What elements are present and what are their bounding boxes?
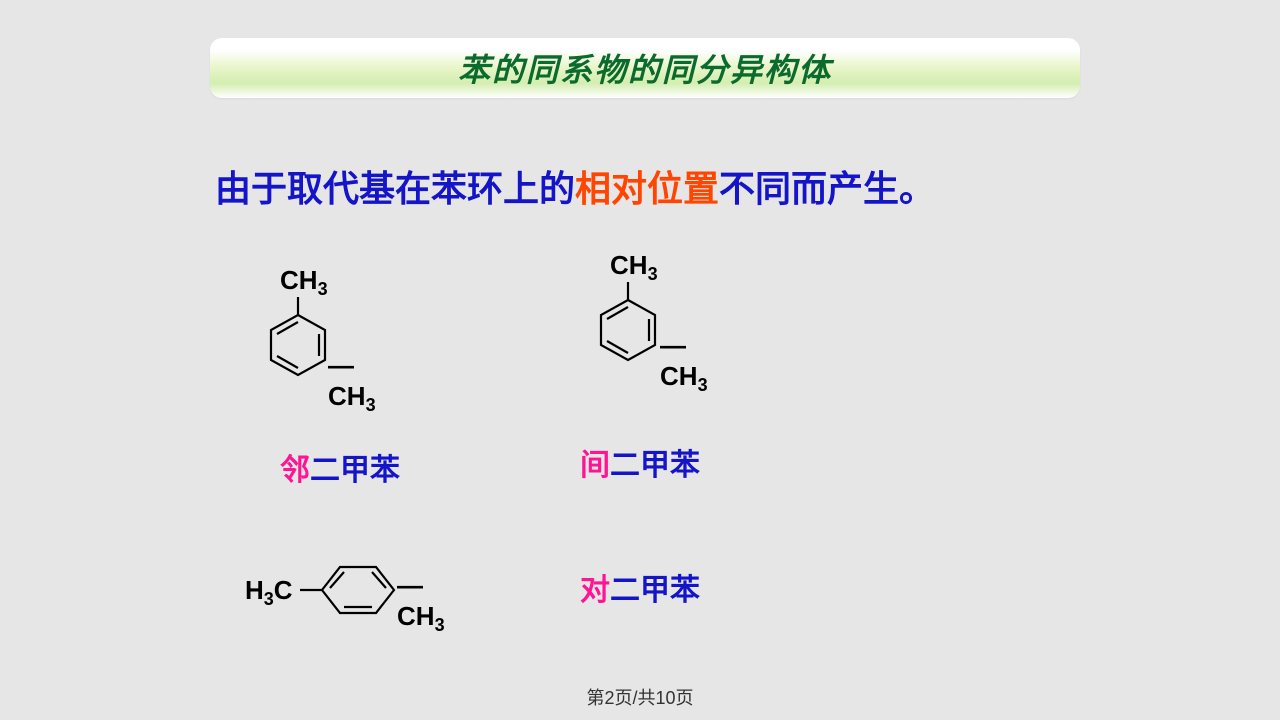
ch3-side-2: —CH3 (660, 330, 708, 396)
ch3-top-1: CH3 (280, 265, 328, 300)
ch3-right: —CH3 (397, 570, 445, 636)
subtitle-highlight: 相对位置 (575, 168, 719, 209)
name-para-prefix: 对 (580, 574, 610, 607)
benzene-ring-2 (580, 282, 670, 402)
ch3-top-2: CH3 (610, 250, 658, 285)
benzene-ring-1 (250, 297, 340, 417)
subtitle-pre: 由于取代基在苯环上的 (215, 168, 575, 209)
name-meta-prefix: 间 (580, 449, 610, 482)
ch3-side-1: —CH3 (328, 350, 376, 416)
title-banner: 苯的同系物的同分异构体 (210, 38, 1080, 98)
name-meta: 间二甲苯 (580, 440, 700, 484)
name-ortho-rest: 二甲苯 (310, 454, 400, 487)
name-ortho: 邻二甲苯 (280, 445, 400, 489)
subtitle: 由于取代基在苯环上的相对位置不同而产生。 (215, 160, 935, 212)
title-text: 苯的同系物的同分异构体 (458, 45, 832, 91)
name-para: 对二甲苯 (580, 565, 700, 609)
name-para-rest: 二甲苯 (610, 574, 700, 607)
subtitle-post: 不同而产生。 (719, 168, 935, 209)
name-meta-rest: 二甲苯 (610, 449, 700, 482)
name-ortho-prefix: 邻 (280, 454, 310, 487)
page-number: 第2页/共10页 (586, 684, 693, 710)
h3c-left: H3C (245, 575, 293, 610)
